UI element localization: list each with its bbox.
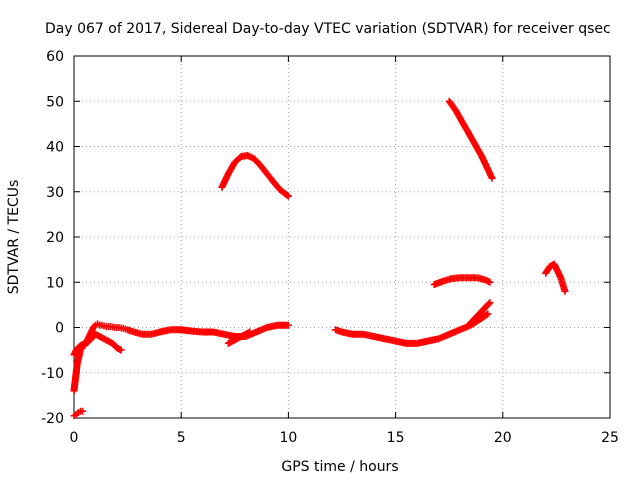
data-point bbox=[561, 287, 569, 295]
data-point bbox=[485, 300, 493, 308]
y-tick-label: 10 bbox=[46, 275, 64, 291]
y-tick-label: 20 bbox=[46, 230, 64, 246]
x-tick-label: 5 bbox=[177, 430, 186, 446]
y-tick-label: 60 bbox=[46, 49, 64, 65]
data-marks bbox=[70, 97, 569, 420]
axis-ticks: 0 5 10 15 20 25 -20 -10 0 10 20 30 40 50 60 bbox=[41, 49, 619, 446]
x-tick-label: 20 bbox=[494, 430, 512, 446]
y-axis-label: SDTVAR / TECUs bbox=[6, 180, 22, 295]
x-tick-label: 15 bbox=[387, 430, 405, 446]
data-point bbox=[486, 278, 494, 286]
y-tick-label: 50 bbox=[46, 94, 64, 110]
data-point bbox=[284, 192, 292, 200]
data-point bbox=[246, 328, 254, 336]
x-axis-label: GPS time / hours bbox=[281, 459, 398, 475]
data-point bbox=[284, 321, 292, 329]
y-tick-label: -20 bbox=[41, 411, 64, 427]
y-tick-label: -10 bbox=[41, 366, 64, 382]
data-point bbox=[488, 174, 496, 182]
data-point bbox=[484, 310, 492, 318]
y-tick-label: 0 bbox=[55, 321, 64, 337]
data-point bbox=[117, 346, 125, 354]
chart-title: Day 067 of 2017, Sidereal Day-to-day VTE… bbox=[45, 21, 611, 37]
data-point bbox=[79, 407, 87, 415]
grid bbox=[74, 56, 610, 418]
x-tick-label: 0 bbox=[70, 430, 79, 446]
data-point bbox=[283, 191, 291, 199]
x-tick-label: 10 bbox=[279, 430, 297, 446]
data-point bbox=[483, 311, 491, 319]
data-point bbox=[486, 299, 494, 307]
x-tick-label: 25 bbox=[601, 430, 619, 446]
y-tick-label: 30 bbox=[46, 185, 64, 201]
y-tick-label: 40 bbox=[46, 140, 64, 156]
